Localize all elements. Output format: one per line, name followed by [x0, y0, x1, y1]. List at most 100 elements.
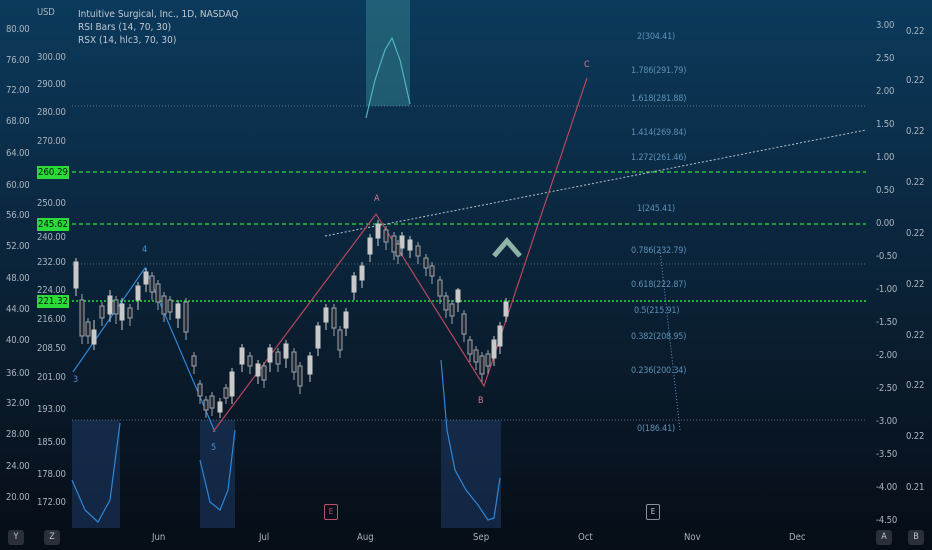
chart-legend[interactable]: Intuitive Surgical, Inc., 1D, NASDAQ RSI… [78, 8, 238, 47]
wave-label-c: C [584, 60, 590, 70]
fib-label: 1.272(261.46) [631, 153, 687, 163]
price-axis-label: 290.00 [37, 79, 66, 90]
price-axis-label: 280.00 [37, 107, 66, 118]
osc-axis-label: -3.50 [876, 449, 898, 460]
price-tag-level-2: 245.62 [37, 218, 69, 231]
far-axis-label: 0.22 [906, 380, 925, 391]
far-axis-label: 0.22 [906, 126, 925, 137]
fib-label: 0.618(222.87) [631, 280, 687, 290]
rsx-line [365, 36, 411, 119]
wave-label-b: B [478, 396, 484, 406]
osc-axis-label: -2.00 [876, 350, 898, 361]
time-axis-label: Sep [473, 532, 490, 543]
left-axis-label: 76.00 [6, 55, 30, 66]
rsx-oversold-zone [200, 420, 235, 528]
osc-axis-label: -4.50 [876, 515, 898, 526]
time-axis-label: Dec [789, 532, 806, 543]
fib-label: 1.618(281.88) [631, 94, 687, 104]
far-axis-label: 0.22 [906, 431, 925, 442]
price-axis-label: 224.00 [37, 285, 66, 296]
axis-button-a[interactable]: A [876, 530, 892, 545]
rsx-line [199, 429, 236, 511]
wave-label-3: 3 [73, 375, 79, 385]
left-axis-label: 64.00 [6, 148, 30, 159]
osc-axis-label: 2.00 [876, 86, 895, 97]
rsx-line [440, 359, 501, 521]
price-axis-label: 216.00 [37, 314, 66, 325]
chevron-up-icon [492, 237, 522, 258]
left-axis-label: 28.00 [6, 429, 30, 440]
far-axis-label: 0.22 [906, 228, 925, 239]
osc-axis-label: -1.00 [876, 284, 898, 295]
price-tag-level-1: 260.29 [37, 166, 69, 179]
rsx-line [71, 422, 121, 523]
fib-label: 2(304.41) [637, 32, 675, 42]
price-axis-label: 201.00 [37, 372, 66, 383]
fib-label: 0(186.41) [637, 424, 675, 434]
candles [73, 220, 509, 418]
osc-axis-label: -2.50 [876, 383, 898, 394]
price-axis-label: 250.00 [37, 198, 66, 209]
rsx-oversold-zone [72, 420, 120, 528]
axis-button-z[interactable]: Z [44, 530, 60, 545]
fib-label: 1.786(291.79) [631, 66, 687, 76]
fib-label: 0.236(200.34) [631, 366, 687, 376]
earnings-marker[interactable]: E [646, 504, 660, 520]
osc-axis-label: -1.50 [876, 317, 898, 328]
fib-label: 0.786(232.79) [631, 246, 687, 256]
wave-label-5: 5 [211, 443, 217, 453]
indicator-rsx[interactable]: RSX (14, hlc3, 70, 30) [78, 35, 177, 46]
osc-axis-label: 2.50 [876, 53, 895, 64]
price-tag-level-3: 221.32 [37, 295, 69, 308]
fib-diagonal [659, 249, 681, 431]
left-axis-label: 24.00 [6, 461, 30, 472]
osc-axis-label: -3.00 [876, 416, 898, 427]
price-axis-label: 232.00 [37, 257, 66, 268]
axis-button-b[interactable]: B [908, 530, 924, 545]
osc-axis-label: -0.50 [876, 251, 898, 262]
left-axis-label: 56.00 [6, 210, 30, 221]
price-axis-label: 172.00 [37, 497, 66, 508]
osc-axis-label: 1.50 [876, 119, 895, 130]
time-axis-label: Aug [357, 532, 374, 543]
time-axis-label: Oct [578, 532, 593, 543]
far-axis-label: 0.22 [906, 330, 925, 341]
currency-label: USD [37, 7, 55, 18]
earnings-marker[interactable]: E [324, 504, 338, 520]
rsx-oversold-zone [441, 420, 501, 528]
osc-axis-label: -4.00 [876, 482, 898, 493]
far-axis-label: 0.22 [906, 177, 925, 188]
fib-label: 0.382(208.95) [631, 332, 687, 342]
left-axis-label: 44.00 [6, 304, 30, 315]
time-axis-label: Jul [259, 532, 270, 543]
price-axis-label: 208.50 [37, 343, 66, 354]
indicator-rsi-bars[interactable]: RSI Bars (14, 70, 30) [78, 22, 172, 33]
price-axis-label: 270.00 [37, 136, 66, 147]
wave-label-a: A [374, 194, 380, 204]
osc-axis-label: 3.00 [876, 20, 895, 31]
osc-axis-label: 0.00 [876, 218, 895, 229]
price-axis-label: 193.00 [37, 404, 66, 415]
fib-label: 1.414(269.84) [631, 128, 687, 138]
wave-line-345 [72, 266, 216, 433]
time-axis-label: Jun [152, 532, 166, 543]
left-axis-label: 60.00 [6, 180, 30, 191]
trend-line [324, 129, 867, 237]
fib-label: 1(245.41) [637, 204, 675, 214]
left-axis-label: 80.00 [6, 24, 30, 35]
symbol-title[interactable]: Intuitive Surgical, Inc., 1D, NASDAQ [78, 9, 239, 20]
far-axis-label: 0.22 [906, 26, 925, 37]
left-axis-label: 68.00 [6, 116, 30, 127]
osc-axis-label: 0.50 [876, 185, 895, 196]
wave-line-abc [212, 77, 588, 433]
far-axis-label: 0.22 [906, 75, 925, 86]
axis-button-y[interactable]: Y [8, 530, 24, 545]
left-axis-label: 48.00 [6, 273, 30, 284]
left-axis-label: 72.00 [6, 85, 30, 96]
fib-label: 0.5(215.91) [634, 306, 680, 316]
price-axis-label: 240.00 [37, 232, 66, 243]
osc-axis-label: 1.00 [876, 152, 895, 163]
wave-label-4: 4 [142, 245, 148, 255]
time-axis-label: Nov [684, 532, 701, 543]
